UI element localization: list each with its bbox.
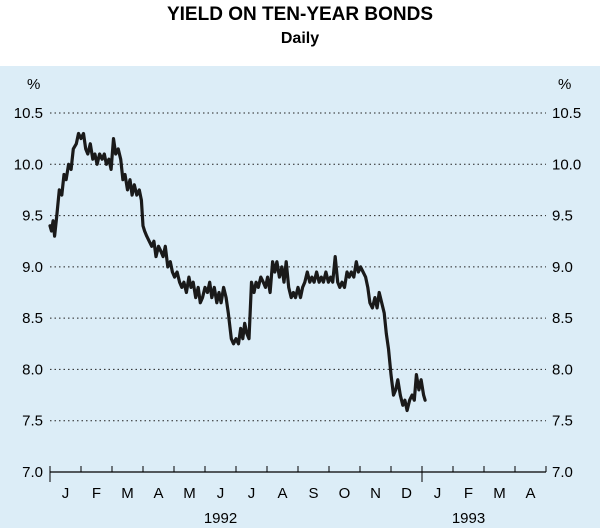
year-label: 1993 xyxy=(452,510,485,527)
x-tick-label: M xyxy=(493,485,506,502)
y-tick-label-left: 9.0 xyxy=(22,259,43,276)
y-unit-right: % xyxy=(558,76,571,93)
y-tick-label-right: 10.0 xyxy=(552,156,581,173)
y-tick-label-left: 7.5 xyxy=(22,413,43,430)
x-tick-label: F xyxy=(464,485,473,502)
y-tick-label-left: 9.5 xyxy=(22,208,43,225)
x-tick-label: M xyxy=(183,485,196,502)
x-tick-label: J xyxy=(434,485,442,502)
y-tick-label-left: 8.5 xyxy=(22,310,43,327)
x-tick-label: S xyxy=(308,485,318,502)
x-tick-label: O xyxy=(339,485,351,502)
x-tick-label: N xyxy=(370,485,381,502)
y-tick-label-right: 9.5 xyxy=(552,208,573,225)
y-tick-label-left: 10.0 xyxy=(14,156,43,173)
chart-subtitle: Daily xyxy=(280,30,320,47)
x-tick-label: D xyxy=(401,485,412,502)
year-label: 1992 xyxy=(204,510,237,527)
x-tick-label: M xyxy=(121,485,134,502)
x-tick-label: F xyxy=(92,485,101,502)
chart-title: YIELD ON TEN-YEAR BONDS xyxy=(166,4,434,25)
x-tick-label: A xyxy=(277,485,287,502)
y-tick-label-left: 7.0 xyxy=(22,464,43,481)
x-tick-label: J xyxy=(248,485,256,502)
x-tick-label: J xyxy=(217,485,225,502)
y-tick-label-left: 8.0 xyxy=(22,361,43,378)
y-tick-label-right: 7.5 xyxy=(552,413,573,430)
series-line-0 xyxy=(48,131,427,413)
x-tick-label: A xyxy=(525,485,535,502)
y-tick-label-right: 8.5 xyxy=(552,310,573,327)
x-tick-label: A xyxy=(153,485,163,502)
y-tick-label-right: 8.0 xyxy=(552,361,573,378)
x-tick-label: J xyxy=(62,485,70,502)
y-tick-label-right: 9.0 xyxy=(552,259,573,276)
y-unit-left: % xyxy=(27,76,40,93)
y-tick-label-right: 10.5 xyxy=(552,105,581,122)
y-tick-label-right: 7.0 xyxy=(552,464,573,481)
y-tick-label-left: 10.5 xyxy=(14,105,43,122)
